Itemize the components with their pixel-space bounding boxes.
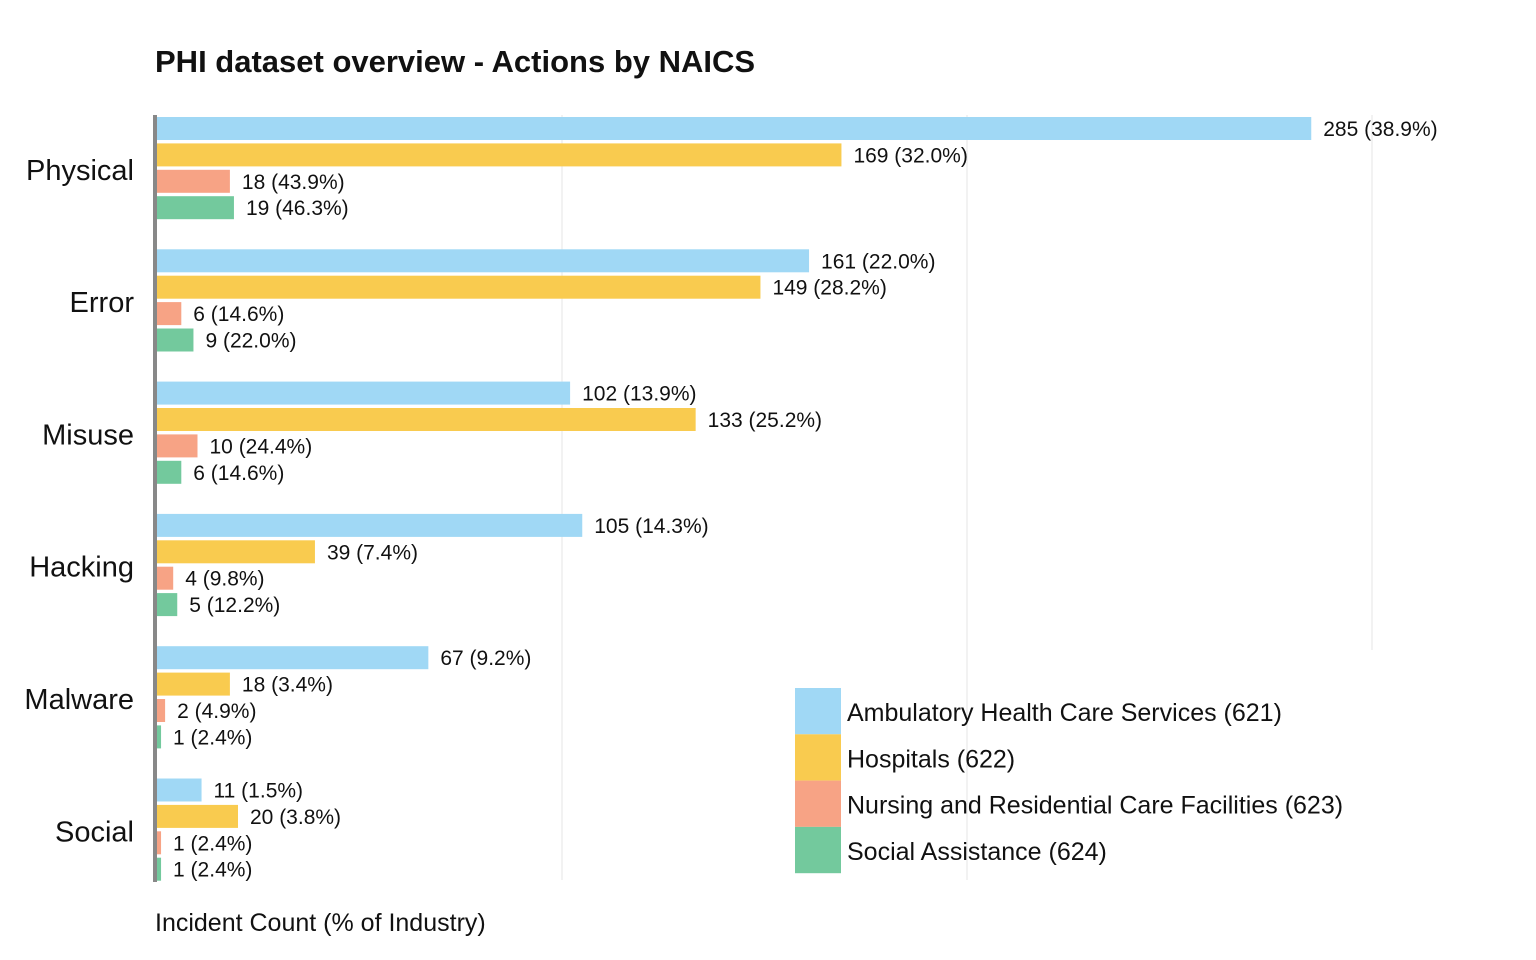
data-label-malware-series-3: 2 (4.9%) — [177, 700, 256, 723]
data-label-physical-series-4: 19 (46.3%) — [246, 197, 349, 220]
category-label-physical: Physical — [26, 155, 134, 187]
legend-label-3: Nursing and Residential Care Facilities … — [847, 792, 1343, 820]
bar-physical-series-2 — [157, 143, 842, 167]
bar-error-series-4 — [157, 328, 194, 352]
bar-error-series-3 — [157, 302, 182, 326]
bar-misuse-series-3 — [157, 434, 198, 458]
category-label-social: Social — [55, 816, 134, 848]
data-label-physical-series-1: 285 (38.9%) — [1323, 118, 1437, 141]
data-label-hacking-series-3: 4 (9.8%) — [185, 568, 264, 591]
category-label-misuse: Misuse — [42, 419, 134, 451]
category-label-malware: Malware — [24, 684, 134, 716]
data-label-misuse-series-2: 133 (25.2%) — [708, 409, 822, 432]
legend-swatch-2 — [795, 734, 841, 781]
legend-label-2: Hospitals (622) — [847, 745, 1015, 773]
bar-misuse-series-4 — [157, 460, 182, 484]
bar-social-series-1 — [157, 778, 202, 802]
category-label-error: Error — [70, 287, 135, 319]
grid-lines — [561, 115, 1373, 880]
bar-misuse-series-2 — [157, 408, 696, 431]
x-axis-label: Incident Count (% of Industry) — [155, 909, 486, 937]
data-label-social-series-2: 20 (3.8%) — [250, 806, 341, 829]
data-label-error-series-3: 6 (14.6%) — [193, 303, 284, 326]
bar-error-series-1 — [157, 249, 810, 273]
bar-malware-series-2 — [157, 672, 230, 696]
bar-social-series-3 — [157, 831, 162, 855]
legend-swatch-1 — [795, 688, 841, 735]
bar-error-series-2 — [157, 275, 761, 299]
bar-physical-series-1 — [157, 117, 1312, 140]
bar-misuse-series-1 — [157, 381, 571, 405]
chart-title: PHI dataset overview - Actions by NAICS — [155, 44, 755, 79]
data-label-hacking-series-2: 39 (7.4%) — [327, 541, 418, 564]
bar-social-series-4 — [157, 857, 162, 881]
data-label-malware-series-2: 18 (3.4%) — [242, 674, 333, 697]
bar-hacking-series-3 — [157, 566, 174, 590]
bar-social-series-2 — [157, 804, 238, 828]
bar-malware-series-1 — [157, 646, 429, 670]
data-label-misuse-series-1: 102 (13.9%) — [582, 383, 696, 406]
bar-hacking-series-1 — [157, 513, 583, 537]
category-label-hacking: Hacking — [29, 552, 134, 584]
bars — [157, 117, 1312, 881]
data-label-misuse-series-3: 10 (24.4%) — [210, 435, 313, 458]
bar-physical-series-4 — [157, 196, 234, 220]
data-labels: 285 (38.9%) 169 (32.0%) 18 (43.9%) 19 (46.3… — [173, 118, 1438, 882]
data-label-malware-series-4: 1 (2.4%) — [173, 726, 252, 749]
legend-label-1: Ambulatory Health Care Services (621) — [847, 699, 1282, 727]
legend-label-4: Social Assistance (624) — [847, 838, 1107, 866]
legend-swatch-3 — [795, 780, 841, 827]
bar-physical-series-3 — [157, 169, 230, 193]
data-label-social-series-4: 1 (2.4%) — [173, 859, 252, 882]
data-label-malware-series-1: 67 (9.2%) — [440, 647, 531, 670]
bar-malware-series-3 — [157, 699, 166, 722]
data-label-physical-series-3: 18 (43.9%) — [242, 171, 345, 194]
data-label-misuse-series-4: 6 (14.6%) — [193, 462, 284, 485]
data-label-error-series-4: 9 (22.0%) — [205, 330, 296, 353]
data-label-social-series-3: 1 (2.4%) — [173, 832, 252, 855]
data-label-hacking-series-1: 105 (14.3%) — [594, 515, 708, 538]
legend-swatch-4 — [795, 826, 841, 874]
legend: Ambulatory Health Care Services (621) Hos… — [795, 688, 1343, 874]
data-label-hacking-series-4: 5 (12.2%) — [189, 594, 280, 617]
data-label-social-series-1: 11 (1.5%) — [214, 780, 303, 803]
bar-hacking-series-2 — [157, 540, 315, 564]
category-labels: Physical Error Misuse Hacking Malware Social — [24, 155, 135, 848]
bar-hacking-series-4 — [157, 593, 178, 617]
bar-malware-series-4 — [157, 725, 162, 749]
data-label-error-series-1: 161 (22.0%) — [821, 250, 935, 273]
data-label-error-series-2: 149 (28.2%) — [772, 277, 886, 300]
data-label-physical-series-2: 169 (32.0%) — [853, 144, 967, 167]
